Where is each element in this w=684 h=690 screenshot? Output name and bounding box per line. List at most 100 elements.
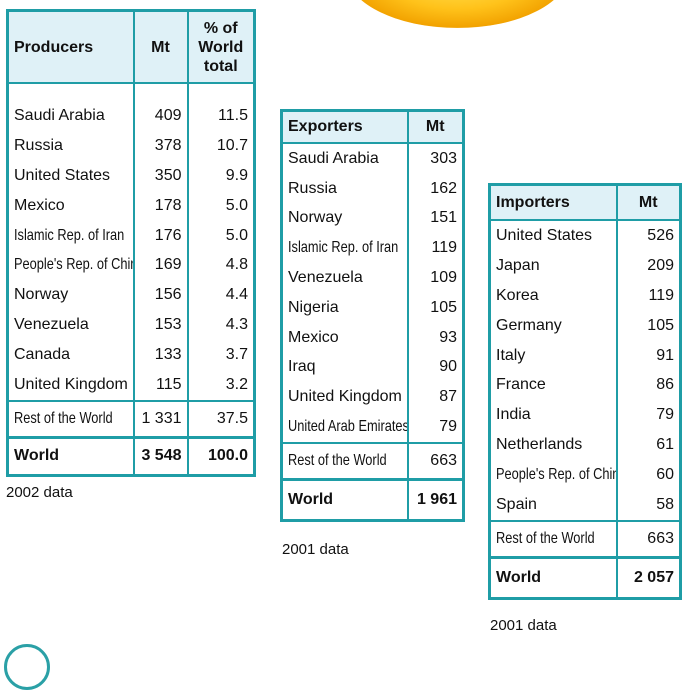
table-row: Norway 156 4.4	[8, 280, 255, 311]
producers-mt-cell: 169	[132, 250, 188, 281]
importers-mt-cell: 91	[615, 340, 681, 371]
table-row: United Kingdom 115 3.2	[8, 370, 255, 401]
table-row: Mexico 178 5.0	[8, 190, 255, 221]
table-row: United Kingdom 87	[282, 382, 464, 413]
table-row: People's Rep. of China 169 4.8	[8, 250, 255, 281]
exporters-mt-cell: 90	[406, 352, 464, 383]
sun-graphic	[345, 0, 570, 28]
table-row: Netherlands 61	[490, 430, 681, 461]
importers-name-cell: Spain	[496, 495, 537, 513]
producers-name-cell: World	[7, 435, 134, 476]
producers-pct-cell: 37.5	[186, 399, 255, 438]
producers-pct-cell: 4.4	[186, 280, 255, 311]
exporters-name-cell: Rest of the World	[281, 441, 408, 480]
exporters-mt-cell: 303	[406, 143, 464, 174]
importers-name-text: People's Rep. of China	[496, 466, 617, 484]
importers-mt-cell: 2 057	[615, 555, 681, 599]
producers-rest-row: Rest of the World 1 331 37.5	[7, 399, 255, 438]
producers-name-text: Rest of the World	[14, 409, 113, 427]
table-row: Russia 162	[282, 173, 464, 204]
producers-world-row: World 3 548 100.0	[7, 435, 255, 476]
exporters-table: Exporters Mt Saudi Arabia 303 Russia 162 Nor…	[280, 109, 465, 522]
producers-mt-cell: 156	[132, 280, 188, 311]
producers-name-cell: Saudi Arabia	[14, 106, 105, 124]
table-row: Nigeria 105	[282, 292, 464, 323]
exporters-name-text: United Arab Emirates	[288, 418, 408, 436]
exporters-name-cell: United Arab Emirates	[282, 412, 408, 443]
exporters-mt-cell: 109	[406, 263, 464, 293]
producers-header-row: Producers Mt % of World total	[7, 10, 255, 84]
table-row: United States 350 9.9	[8, 160, 255, 191]
table-row: Spain 58	[490, 490, 681, 521]
table-row: Germany 105	[490, 310, 681, 341]
producers-name-cell: People's Rep. of China	[8, 250, 134, 280]
importers-mt-cell: 58	[615, 490, 681, 521]
table-row: Islamic Rep. of Iran 119	[282, 233, 464, 264]
importers-name-cell: World	[489, 555, 617, 599]
importers-mt-cell: 119	[615, 280, 681, 311]
producers-pct-cell: 100.0	[186, 435, 255, 476]
table-row: Saudi Arabia 409 11.5	[8, 83, 255, 131]
producers-pct-cell: 3.7	[186, 340, 255, 371]
exporters-name-cell: Saudi Arabia	[288, 149, 379, 167]
importers-caption: 2001 data	[490, 617, 557, 634]
exporters-name-text: Rest of the World	[288, 451, 387, 469]
importers-name-cell: United States	[496, 226, 593, 244]
importers-name-cell: Germany	[496, 316, 562, 334]
table-row: France 86	[490, 370, 681, 401]
importers-mt-header: Mt	[615, 184, 681, 221]
importers-mt-cell: 105	[615, 310, 681, 341]
exporters-mt-cell: 162	[406, 173, 464, 204]
table-row: People's Rep. of China 60	[490, 460, 681, 491]
exporters-name-cell: Mexico	[288, 328, 339, 346]
producers-pct-cell: 10.7	[186, 130, 255, 161]
table-row: India 79	[490, 400, 681, 431]
importers-name-cell: Netherlands	[496, 436, 583, 454]
producers-table: Producers Mt % of World total Saudi Arab…	[6, 9, 256, 477]
producers-name-cell: United States	[14, 166, 111, 184]
producers-name-cell: United Kingdom	[14, 375, 128, 393]
producers-mt-cell: 3 548	[132, 435, 188, 476]
producers-pct-cell: 11.5	[186, 83, 255, 131]
table-row: Japan 209	[490, 250, 681, 281]
exporters-header-row: Exporters Mt	[281, 110, 464, 144]
producers-pct-cell: 9.9	[186, 160, 255, 191]
importers-name-cell: Italy	[496, 346, 526, 364]
producers-mt-cell: 1 331	[132, 399, 188, 438]
producers-mt-cell: 153	[132, 310, 188, 341]
producers-caption: 2002 data	[6, 484, 73, 501]
exporters-mt-cell: 1 961	[406, 477, 464, 521]
table-row: Islamic Rep. of Iran 176 5.0	[8, 220, 255, 251]
importers-name-cell: Japan	[496, 256, 540, 274]
exporters-mt-cell: 151	[406, 203, 464, 234]
exporters-name-cell: United Kingdom	[288, 388, 402, 406]
exporters-name-cell: Venezuela	[288, 269, 363, 287]
importers-name-text: Rest of the World	[496, 529, 595, 547]
producers-pct-cell: 3.2	[186, 370, 255, 401]
table-row: Venezuela 153 4.3	[8, 310, 255, 341]
producers-mt-header: Mt	[132, 10, 188, 84]
importers-mt-cell: 663	[615, 519, 681, 558]
importers-name-cell: India	[496, 406, 531, 424]
exporters-name-cell: Nigeria	[288, 298, 339, 316]
exporters-name-cell: Norway	[288, 209, 343, 227]
producers-pct-header: % of World total	[186, 10, 255, 84]
table-row: Canada 133 3.7	[8, 340, 255, 371]
importers-mt-cell: 86	[615, 370, 681, 401]
producers-name-text: Islamic Rep. of Iran	[14, 226, 125, 244]
producers-name-cell: Norway	[14, 286, 69, 304]
importers-name-cell: France	[496, 376, 546, 394]
exporters-caption: 2001 data	[282, 541, 349, 558]
producers-mt-cell: 350	[132, 160, 188, 191]
importers-table: Importers Mt United States 526 Japan 209 Kor…	[488, 183, 682, 600]
table-row: Russia 378 10.7	[8, 130, 255, 161]
importers-rest-row: Rest of the World 663	[489, 519, 681, 558]
producers-pct-cell: 5.0	[186, 220, 255, 251]
producers-name-cell: Rest of the World	[7, 399, 134, 438]
table-row: Italy 91	[490, 340, 681, 371]
exporters-rest-row: Rest of the World 663	[281, 441, 464, 480]
importers-mt-cell: 60	[615, 460, 681, 491]
bubble-graphic	[4, 644, 50, 690]
producers-name-cell: Mexico	[14, 196, 65, 214]
exporters-mt-cell: 87	[406, 382, 464, 413]
